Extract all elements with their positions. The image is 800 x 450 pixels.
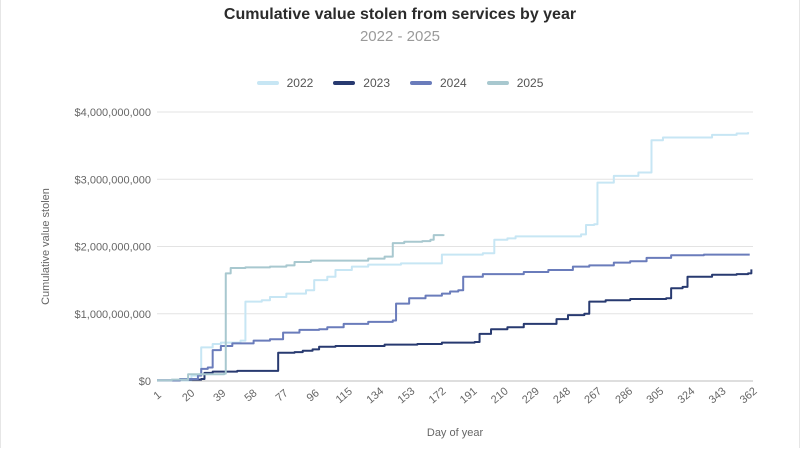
y-tick-label: $4,000,000,000: [75, 107, 151, 119]
x-tick-labels: 1 20 39 58 77 96 115 134 153 172 191 210 229 248 267 28…: [151, 385, 759, 406]
x-tick-label: 305: [645, 385, 667, 406]
x-tick-label: 96: [305, 387, 322, 404]
legend-label: 2022: [286, 76, 314, 90]
legend-swatch: [486, 81, 509, 85]
y-tick-labels: $0 $1,000,000,000 $2,000,000,000 $3,000,000…: [75, 107, 151, 388]
legend-label: 2023: [363, 76, 390, 90]
chart-legend: 2022 2023 2024 2025: [0, 76, 800, 90]
series-lines: [157, 132, 753, 382]
x-tick-label: 267: [582, 385, 604, 406]
x-tick-label: 229: [520, 385, 542, 406]
x-tick-label: 77: [274, 387, 291, 404]
legend-swatch: [333, 81, 356, 85]
x-tick-label: 39: [211, 387, 228, 404]
x-tick-label: 343: [707, 385, 729, 406]
y-tick-label: $0: [139, 376, 151, 388]
legend-item-2022: 2022: [256, 76, 314, 90]
y-tick-label: $2,000,000,000: [75, 242, 151, 254]
series-line-2023: [157, 269, 753, 382]
chart-subtitle: 2022 - 2025: [359, 28, 441, 45]
x-axis-label: Day of year: [427, 427, 484, 439]
grid-lines: [157, 111, 753, 382]
x-tick-label: 20: [180, 387, 197, 404]
legend-item-2024: 2024: [410, 76, 467, 90]
x-tick-label: 210: [489, 385, 511, 406]
x-tick-label: 172: [427, 385, 449, 406]
x-tick-label: 1: [151, 389, 163, 402]
series-line-2025: [157, 234, 445, 382]
y-tick-label: $1,000,000,000: [75, 309, 151, 321]
legend-label: 2024: [440, 76, 467, 90]
x-tick-label: 362: [738, 385, 760, 406]
chart-title: Cumulative value stolen from services by…: [223, 6, 577, 23]
x-tick-label: 134: [365, 385, 387, 406]
x-tick-label: 115: [334, 386, 355, 406]
x-tick-label: 153: [396, 385, 418, 406]
y-tick-label: $3,000,000,000: [75, 174, 151, 186]
legend-item-2023: 2023: [333, 76, 390, 90]
series-line-2024: [157, 253, 750, 382]
x-tick-label: 58: [242, 387, 259, 404]
x-tick-label: 191: [458, 385, 480, 406]
x-tick-label: 248: [551, 385, 573, 406]
series-line-2022: [157, 132, 750, 382]
x-tick-label: 286: [613, 385, 635, 406]
legend-label: 2025: [516, 76, 544, 90]
legend-swatch: [410, 81, 432, 85]
legend-item-2025: 2025: [486, 76, 544, 90]
x-tick-label: 324: [676, 385, 698, 406]
legend-swatch: [256, 81, 279, 85]
y-axis-label: Cumulative value stolen: [40, 188, 52, 305]
